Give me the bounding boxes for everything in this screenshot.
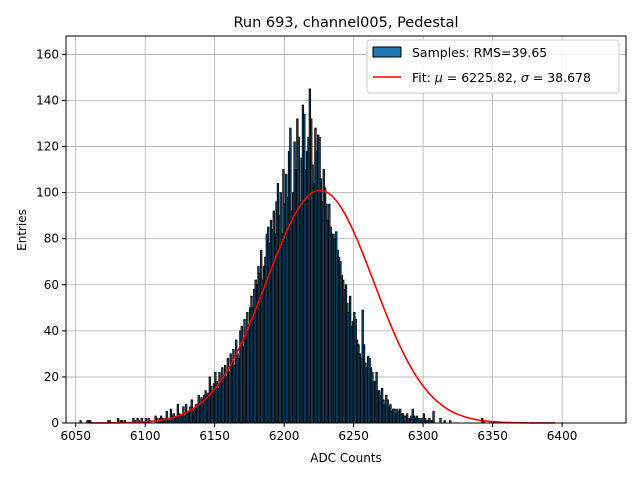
legend-fit-mu-value: = 6225.82, (443, 70, 521, 85)
x-tick-label: 6300 (408, 429, 439, 443)
plot-frame (65, 35, 627, 424)
y-tick-label: 40 (44, 324, 59, 338)
y-tick-label: 120 (36, 140, 59, 154)
legend-fit-sigma-value: = 38.678 (529, 70, 591, 85)
y-axis-label: Entries (15, 209, 29, 251)
x-tick-label: 6150 (199, 429, 230, 443)
x-tick-label: 6350 (477, 429, 508, 443)
x-tick-label: 6200 (269, 429, 300, 443)
legend-fit-label: Fit: μ = 6225.82, σ = 38.678 (412, 70, 591, 85)
legend-fit-sigma-symbol: σ (521, 70, 530, 85)
y-tick-label: 80 (44, 232, 59, 246)
legend-fit-prefix: Fit: (412, 70, 435, 85)
x-tick-label: 6050 (60, 429, 91, 443)
y-tick-label: 100 (36, 186, 59, 200)
y-tick-label: 140 (36, 94, 59, 108)
x-tick-label: 6100 (130, 429, 161, 443)
y-axis-ticks: 0 20 40 60 80 100 120 140 160 (36, 47, 66, 430)
fit-curve (89, 189, 556, 424)
chart-title: Run 693, channel005, Pedestal (233, 15, 458, 31)
y-tick-label: 20 (44, 370, 59, 384)
x-axis-label: ADC Counts (310, 451, 382, 465)
legend: Samples: RMS=39.65 Fit: μ = 6225.82, σ =… (366, 39, 620, 94)
x-tick-label: 6250 (338, 429, 369, 443)
x-tick-label: 6400 (547, 429, 578, 443)
legend-fit-mu-symbol: μ (434, 70, 443, 85)
histogram-bar (439, 417, 442, 424)
histogram-bar (432, 411, 435, 424)
y-tick-label: 60 (44, 278, 59, 292)
legend-samples-label: Samples: RMS=39.65 (412, 45, 547, 60)
legend-samples-swatch (372, 46, 402, 58)
legend-box (366, 39, 620, 94)
y-tick-label: 0 (51, 416, 59, 430)
y-tick-label: 160 (36, 47, 59, 61)
x-axis-ticks: 6050 6100 6150 6200 6250 6300 6350 6400 (60, 423, 577, 443)
